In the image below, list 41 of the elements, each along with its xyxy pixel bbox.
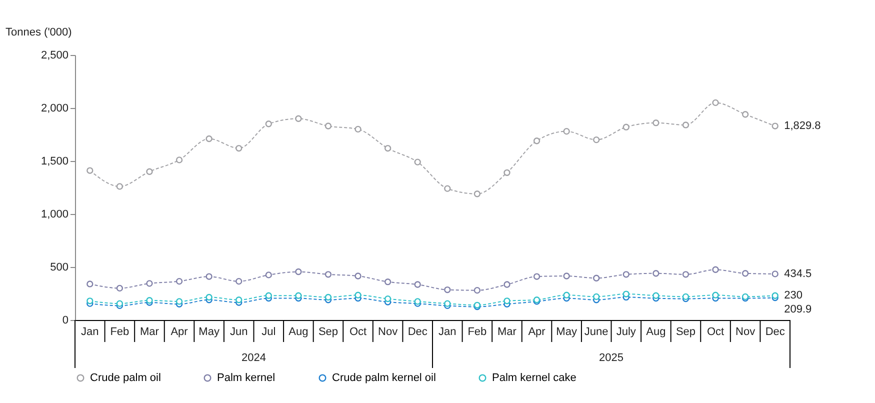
data-label: 209.9 [784, 304, 812, 316]
x-tick-label: Oct [349, 326, 367, 338]
y-tick-label: 500 [50, 262, 68, 274]
x-tick-label: Jun [230, 326, 248, 338]
x-tick-label: May [556, 326, 578, 338]
x-tick-label: Dec [765, 326, 786, 338]
legend-label: Palm kernel [217, 372, 276, 384]
x-tick-label: May [198, 326, 220, 338]
data-label: 230 [784, 290, 802, 302]
x-tick-label: Mar [140, 326, 160, 338]
x-tick-label: Oct [706, 326, 724, 338]
x-tick-label: Feb [110, 326, 130, 338]
x-tick-label: Apr [170, 326, 188, 338]
x-tick-label: Jan [81, 326, 99, 338]
x-tick-label: Dec [408, 326, 428, 338]
x-tick-label: July [616, 326, 636, 338]
x-tick-label: Aug [288, 326, 308, 338]
x-tick-label: Jan [438, 326, 456, 338]
x-tick-label: Jul [262, 326, 276, 338]
x-tick-label: June [584, 326, 608, 338]
text: 2024 [242, 352, 266, 364]
data-label: 1,829.8 [784, 120, 821, 132]
y-tick-label: 1,500 [40, 156, 68, 168]
x-tick-label: Sep [676, 326, 696, 338]
data-label: 434.5 [784, 268, 812, 280]
legend-label: Crude palm oil [90, 372, 161, 384]
legend-label: Crude palm kernel oil [332, 372, 436, 384]
x-tick-label: Apr [528, 326, 546, 338]
x-tick-label: Nov [736, 326, 756, 338]
y-tick-label: 2,500 [40, 50, 68, 62]
y-axis-title: Tonnes ('000) [6, 26, 72, 38]
x-tick-label: Feb [468, 326, 487, 338]
y-tick-label: 1,000 [40, 208, 68, 220]
text: 2025 [599, 352, 624, 364]
y-tick-label: 2,000 [40, 102, 68, 114]
x-tick-label: Nov [378, 326, 398, 338]
x-tick-label: Aug [646, 326, 666, 338]
x-tick-label: Sep [318, 326, 338, 338]
legend-label: Palm kernel cake [492, 372, 576, 384]
y-tick-label: 0 [62, 314, 68, 326]
x-tick-label: Mar [498, 326, 517, 338]
